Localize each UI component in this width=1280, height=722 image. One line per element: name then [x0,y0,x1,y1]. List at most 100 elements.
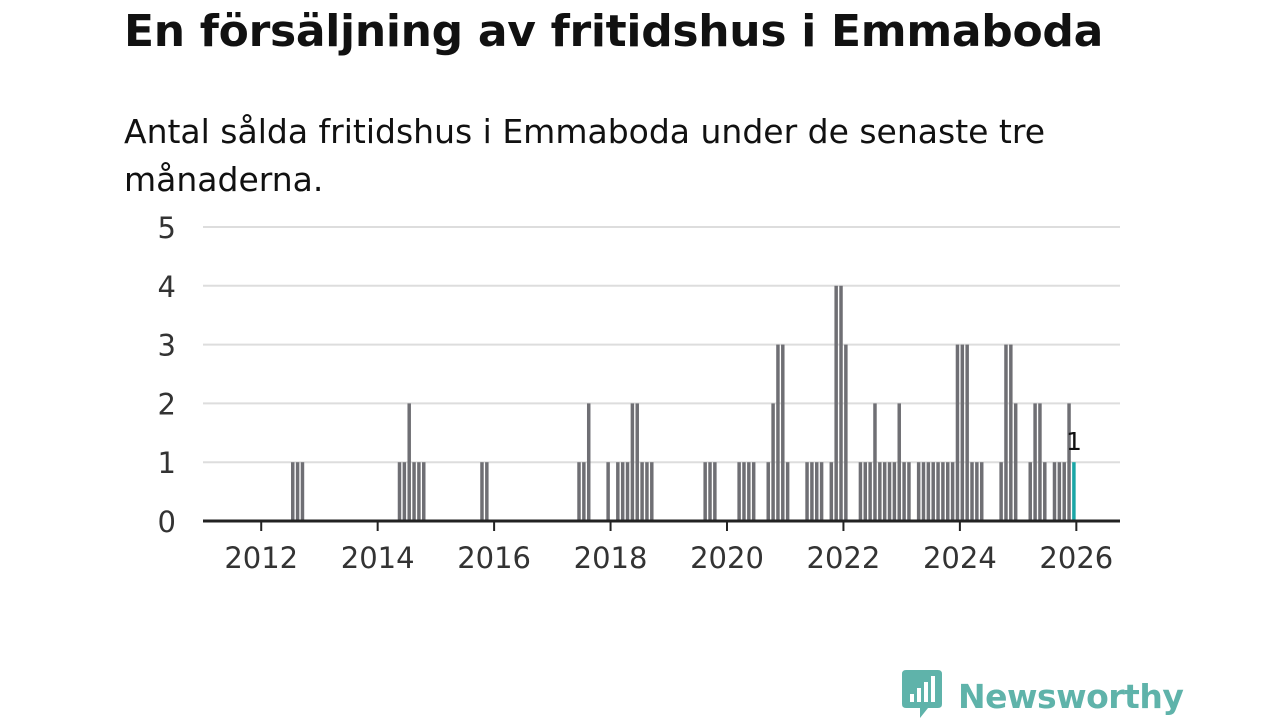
bar [839,285,843,521]
bar [1057,462,1062,521]
brand-logo: Newsworthy [902,670,1184,722]
bar [892,462,897,521]
bar [630,403,635,521]
bar [577,462,581,521]
bar [640,462,644,521]
bar [946,462,950,521]
bar [776,344,780,521]
bar [625,462,630,521]
bar [412,462,416,521]
bar [882,462,887,521]
bar [844,344,848,521]
newsworthy-logo-icon [902,670,942,722]
brand-name: Newsworthy [958,676,1184,716]
bar [606,462,610,521]
bar [417,462,421,521]
bar [926,462,931,521]
bar [781,344,785,521]
y-tick-label: 5 [158,211,176,245]
bar [742,462,746,521]
bar [1033,403,1037,521]
bar [407,403,411,521]
bar [771,403,775,521]
x-tick-label: 2016 [457,541,531,575]
bar-chart: 0 1 2 3 4 5 1 2012 2014 2016 2018 2020 2022 2024 2026 [158,211,1120,575]
bar [1043,462,1047,521]
x-tick-label: 2026 [1039,541,1113,575]
bar [1009,344,1013,521]
bar [645,462,649,521]
bar [1004,344,1008,521]
bar [815,462,819,521]
bar [650,462,654,521]
bar [1062,462,1066,521]
bar [291,462,295,521]
x-tick-label: 2020 [690,541,764,575]
bar [979,462,984,521]
bar [635,403,639,521]
y-tick-label: 0 [158,505,176,539]
bar [1028,462,1032,521]
bar [713,462,717,521]
bar [931,462,935,521]
bar [586,403,591,521]
bar [907,462,911,521]
x-tick-label: 2022 [807,541,881,575]
bar [863,462,868,521]
bar [902,462,906,521]
bar [858,462,863,521]
bar [897,403,901,521]
bar [295,462,300,521]
bar [834,285,838,521]
x-tick-label: 2012 [224,541,298,575]
bar [805,462,809,521]
bar [397,462,402,521]
bar [999,462,1003,521]
y-tick-label: 3 [158,329,176,363]
bar [829,462,834,521]
y-tick-label: 4 [158,270,176,304]
bar [955,344,960,521]
x-tick-label: 2024 [923,541,997,575]
bar [422,462,426,521]
bar [616,462,620,521]
bar [300,462,305,521]
bar [936,462,940,521]
bar [485,462,489,521]
x-tick-label: 2014 [341,541,415,575]
bar [785,462,790,521]
bar [703,462,707,521]
bar [766,462,770,521]
chart-subtitle: Antal sålda fritidshus i Emmaboda under … [124,112,1046,199]
bar [878,462,882,521]
chart-title: En försäljning av fritidshus i Emmaboda [124,6,1103,57]
bar [402,462,407,521]
bar [965,344,969,521]
x-tick-label: 2018 [574,541,648,575]
bar [941,462,945,521]
bar [970,462,974,521]
y-tick-label: 1 [158,446,176,480]
bar [480,462,484,521]
bar [751,462,756,521]
bar [868,462,872,521]
bar [960,344,965,521]
bar [1067,403,1071,521]
bar [975,462,979,521]
highlight-bar [1072,462,1076,521]
bar [1038,403,1042,521]
y-tick-label: 2 [158,387,176,421]
bar [950,462,955,521]
bar [1052,462,1057,521]
bar [819,462,824,521]
bar [921,462,926,521]
bar [582,462,586,521]
data-label: 1 [1066,427,1082,456]
bar [737,462,741,521]
bar [887,462,892,521]
bar [1013,403,1018,521]
bar [708,462,712,521]
bar [747,462,751,521]
bar [916,462,921,521]
bar [620,462,625,521]
